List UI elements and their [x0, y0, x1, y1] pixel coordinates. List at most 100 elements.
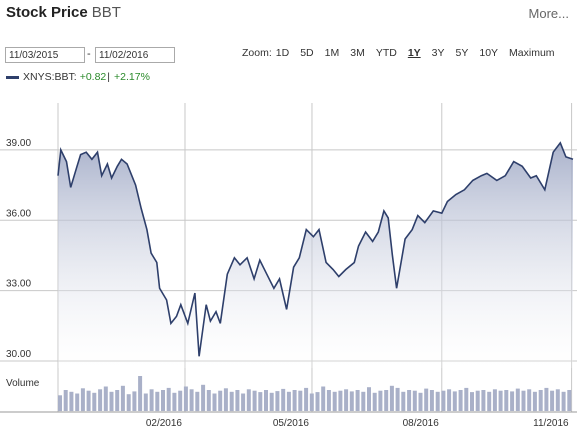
volume-bar [298, 390, 303, 411]
volume-bar [161, 390, 165, 411]
volume-bar [172, 392, 177, 411]
volume-bar [452, 391, 457, 411]
zoom-1d[interactable]: 1D [275, 47, 290, 59]
volume-bar [138, 376, 143, 411]
x-tick-label: 11/2016 [533, 418, 569, 429]
volume-bar [195, 391, 200, 412]
volume-bar [75, 393, 80, 411]
y-tick-label: 36.00 [6, 208, 31, 219]
volume-bar [538, 390, 543, 411]
volume-bar [98, 389, 103, 411]
volume-bar [470, 392, 474, 411]
volume-bar [155, 391, 160, 412]
volume-bar [561, 391, 566, 412]
volume-bar [309, 393, 314, 411]
volume-bar [361, 391, 366, 412]
price-area [58, 142, 573, 368]
volume-bar [435, 391, 440, 412]
volume-bar [424, 388, 429, 411]
volume-bar [149, 389, 154, 411]
volume-bar [412, 390, 417, 411]
volume-bar [349, 391, 354, 411]
volume-bar [544, 387, 549, 411]
legend-swatch [6, 75, 19, 79]
zoom-1y[interactable]: 1Y [407, 47, 421, 59]
series-legend: XNYS:BBT: +0.82 | +2.17% [6, 71, 150, 83]
legend-series-name: XNYS:BBT: [23, 71, 77, 83]
x-axis-labels: 02/2016 05/2016 08/2016 11/2016 [146, 418, 569, 429]
volume-bar [281, 388, 286, 411]
volume-bar [384, 390, 389, 411]
volume-bar [418, 392, 423, 411]
zoom-1m[interactable]: 1M [324, 47, 340, 59]
volume-bar [367, 387, 371, 411]
volume-bar [109, 391, 114, 412]
volume-bar [126, 394, 131, 411]
volume-bar [241, 393, 246, 411]
volume-bar [183, 386, 188, 411]
volume-bar [103, 386, 108, 411]
volume-bar [286, 391, 291, 412]
volume-bar [498, 390, 503, 411]
legend-percent: +2.17% [114, 71, 150, 83]
volume-bar [515, 388, 520, 411]
zoom-5y[interactable]: 5Y [455, 47, 469, 59]
zoom-maximum[interactable]: Maximum [509, 47, 555, 59]
volume-bar [338, 390, 343, 411]
volume-bar [80, 388, 85, 412]
volume-bar [407, 390, 412, 411]
x-tick-label: 08/2016 [403, 418, 440, 429]
volume-bar [532, 391, 537, 412]
volume-bar [527, 389, 532, 411]
y-axis-labels: 39.00 36.00 33.00 30.00 [6, 138, 31, 360]
x-tick-label: 02/2016 [146, 418, 183, 429]
title-text: Stock Price [6, 4, 88, 21]
zoom-3y[interactable]: 3Y [431, 47, 445, 59]
volume-bar [521, 390, 526, 411]
volume-bar [166, 387, 171, 411]
zoom-label: Zoom: [242, 47, 272, 59]
volume-bar [504, 390, 509, 411]
volume-bar [206, 390, 211, 411]
date-to-input[interactable] [95, 47, 175, 63]
volume-bar [69, 391, 74, 412]
volume-bar [120, 385, 125, 411]
volume-bar [441, 390, 446, 411]
zoom-ytd[interactable]: YTD [375, 47, 397, 59]
volume-bar [464, 387, 469, 411]
date-from-input[interactable] [5, 47, 85, 63]
volume-bar [395, 387, 400, 411]
volume-bar [235, 390, 240, 411]
volume-bar [252, 390, 257, 411]
volume-bar [189, 389, 194, 411]
volume-bar [86, 390, 91, 411]
volume-bar [258, 392, 263, 411]
volume-bar [304, 387, 309, 411]
volume-bar [555, 389, 560, 411]
volume-bar [326, 390, 331, 411]
volume-bar [378, 390, 383, 411]
volume-bar [229, 391, 234, 412]
y-tick-label: 39.00 [6, 138, 31, 149]
zoom-10y[interactable]: 10Y [479, 47, 499, 59]
zoom-3m[interactable]: 3M [350, 47, 365, 59]
x-tick-label: 05/2016 [273, 418, 310, 429]
volume-bar [143, 393, 148, 411]
more-link[interactable]: More... [528, 6, 569, 21]
zoom-5d[interactable]: 5D [300, 47, 314, 59]
volume-bar [58, 395, 62, 412]
volume-bar [567, 390, 572, 411]
volume-bar [429, 390, 434, 411]
ticker-symbol: BBT [91, 4, 121, 21]
volume-bar [487, 391, 492, 412]
volume-label: Volume [6, 378, 40, 389]
volume-bar [510, 391, 515, 411]
zoom-bar: Zoom: 1D 5D 1M 3M YTD 1Y 3Y 5Y 10Y Maxim… [242, 47, 566, 59]
volume-bar [275, 391, 280, 411]
volume-bar [212, 393, 217, 411]
price-line [57, 141, 574, 357]
volume-bar [201, 384, 206, 412]
volume-bar [218, 390, 223, 411]
y-tick-label: 33.00 [6, 279, 31, 290]
